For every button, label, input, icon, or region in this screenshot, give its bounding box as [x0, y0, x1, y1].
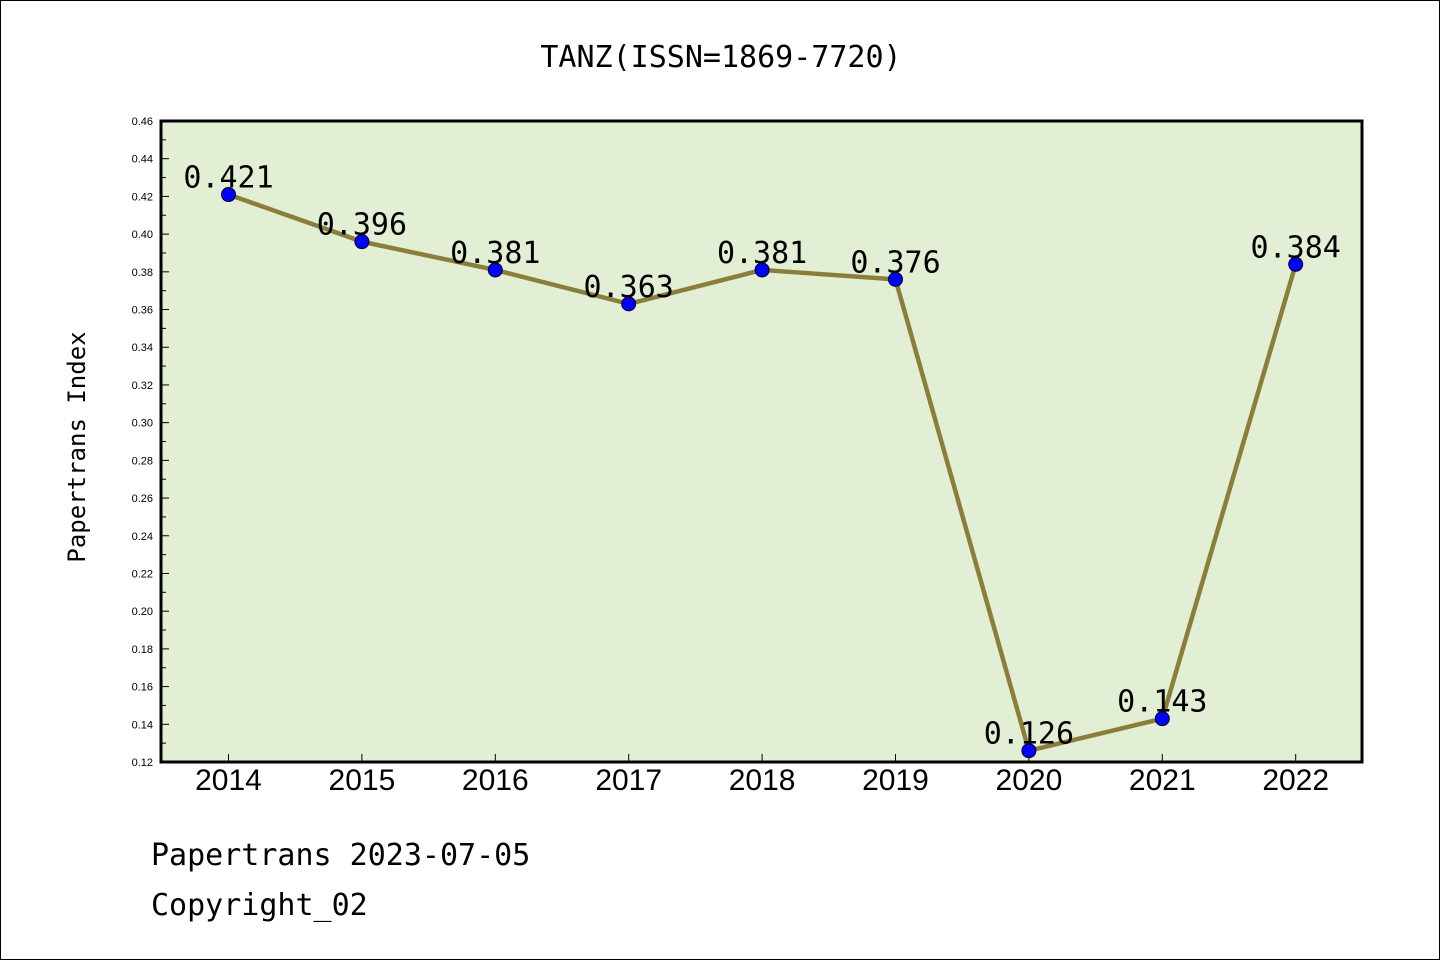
x-tick-label: 2021 [1129, 764, 1196, 797]
data-label: 0.384 [1251, 230, 1341, 265]
y-tick-label: 0.46 [132, 116, 153, 128]
x-tick-label: 2015 [329, 764, 396, 797]
y-tick-label: 0.12 [132, 757, 153, 769]
plot-area [159, 119, 1364, 764]
y-tick-label: 0.32 [132, 380, 153, 392]
data-label: 0.363 [584, 270, 674, 305]
y-tick-label: 0.26 [132, 493, 153, 505]
x-tick-label: 2017 [595, 764, 662, 797]
y-tick-label: 0.30 [132, 418, 153, 430]
data-point [354, 234, 370, 250]
y-tick-label: 0.28 [132, 455, 153, 467]
footer-date: Papertrans 2023-07-05 [151, 838, 530, 873]
y-tick-label: 0.36 [132, 305, 153, 317]
chart-title: TANZ(ISSN=1869-7720) [540, 40, 901, 75]
data-point [1288, 256, 1304, 272]
y-tick-label: 0.34 [132, 342, 153, 354]
x-tick-label: 2014 [195, 764, 262, 797]
data-label: 0.126 [984, 717, 1074, 752]
y-tick-label: 0.40 [132, 229, 153, 241]
data-point [1154, 711, 1170, 727]
x-tick-label: 2019 [862, 764, 929, 797]
y-axis-label: Papertrans Index [63, 331, 91, 562]
series-group: 0.421 0.396 0.381 0.363 0.381 0.376 0.126 0.143… [183, 161, 1341, 759]
data-label: 0.396 [317, 208, 407, 243]
x-tick-label: 2016 [462, 764, 529, 797]
data-point [487, 262, 503, 278]
y-tick-label: 0.18 [132, 644, 153, 656]
x-axis-ticks: 2014 2015 2016 2017 2018 2019 2020 2021 2022 [195, 754, 1329, 797]
y-tick-label: 0.16 [132, 682, 153, 694]
y-tick-label: 0.38 [132, 267, 153, 279]
data-label: 0.381 [717, 236, 807, 271]
y-tick-label: 0.22 [132, 568, 153, 580]
y-tick-label: 0.14 [132, 719, 153, 731]
x-tick-label: 2020 [996, 764, 1063, 797]
data-point [1021, 743, 1037, 759]
data-point [621, 296, 637, 312]
y-tick-label: 0.44 [132, 154, 153, 166]
x-tick-label: 2022 [1262, 764, 1329, 797]
data-label: 0.376 [850, 245, 940, 280]
data-label: 0.381 [450, 236, 540, 271]
y-tick-label: 0.24 [132, 531, 153, 543]
y-axis-ticks: 0.12 0.14 0.16 0.18 0.20 0.22 0.24 0.26 0.28 0.30… [132, 116, 169, 769]
data-label: 0.143 [1117, 685, 1207, 720]
y-tick-label: 0.42 [132, 191, 153, 203]
y-tick-label: 0.20 [132, 606, 153, 618]
data-point [888, 271, 903, 287]
x-tick-label: 2018 [729, 764, 796, 797]
data-point [221, 187, 236, 203]
data-point [754, 262, 770, 278]
data-label: 0.421 [183, 161, 273, 196]
footer-copyright: Copyright_02 [151, 888, 368, 923]
